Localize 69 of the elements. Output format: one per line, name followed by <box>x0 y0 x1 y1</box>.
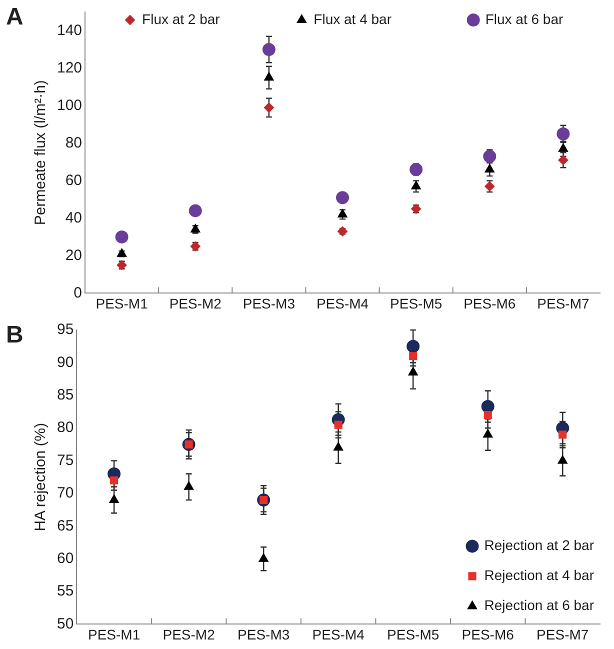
y-tick-label: 90 <box>56 354 74 371</box>
x-tick-label: PES-M5 <box>390 295 442 312</box>
y-tick-label: 100 <box>56 96 82 114</box>
point <box>406 340 420 353</box>
y-tick-label: 60 <box>56 550 74 567</box>
x-tick-label: PES-M4 <box>312 626 365 642</box>
legend-label: Rejection at 6 bar <box>484 597 594 614</box>
y-tick-label: 70 <box>56 484 74 502</box>
x-tick-label: PES-M5 <box>387 626 440 642</box>
y-tick-label: 65 <box>56 517 74 534</box>
y-tick-label: 20 <box>65 246 82 264</box>
point <box>334 420 342 429</box>
text: A <box>6 4 24 31</box>
y-tick-label: 0 <box>74 284 82 302</box>
point <box>410 162 423 176</box>
x-tick-label: PES-M6 <box>464 295 516 312</box>
legend-label: Flux at 2 bar <box>142 10 220 27</box>
y-tick-label: 55 <box>56 582 74 600</box>
y-tick-label: 95 <box>56 321 74 338</box>
point <box>258 553 268 562</box>
x-tick-label: PES-M3 <box>242 295 296 312</box>
legend-label: Flux at 6 bar <box>485 10 564 27</box>
point <box>558 430 567 439</box>
point <box>408 366 418 376</box>
point <box>115 230 128 244</box>
y-tick-label: 140 <box>56 22 82 39</box>
point <box>484 164 494 172</box>
x-tick-label: PES-M6 <box>462 626 514 642</box>
y-tick-label: 80 <box>56 419 74 436</box>
x-tick-label: PES-M2 <box>162 626 216 642</box>
y-tick-label: 75 <box>56 452 74 469</box>
point <box>484 410 492 420</box>
point <box>110 476 118 484</box>
point <box>336 191 350 204</box>
point <box>262 42 276 56</box>
y-tick-label: 80 <box>65 134 82 152</box>
y-tick-label: 40 <box>65 209 82 226</box>
point <box>338 208 348 218</box>
point <box>264 72 274 81</box>
point <box>264 102 274 113</box>
point <box>409 352 418 360</box>
x-tick-label: PES-M7 <box>536 626 589 642</box>
point <box>184 481 194 490</box>
y-tick-label: 85 <box>56 386 74 404</box>
x-tick-label: PES-M3 <box>238 626 290 642</box>
point <box>558 143 568 152</box>
point <box>481 400 494 413</box>
point <box>334 442 344 451</box>
legend-label: Rejection at 2 bar <box>484 537 594 554</box>
point <box>556 127 570 140</box>
x-tick-label: PES-M1 <box>88 626 140 642</box>
x-tick-label: PES-M4 <box>316 295 369 312</box>
x-tick-label: PES-M7 <box>537 295 590 312</box>
x-tick-label: PES-M1 <box>96 295 148 312</box>
y-tick-label: 120 <box>56 59 82 76</box>
y-tick-label: 50 <box>56 615 74 632</box>
x-tick-label: PES-M2 <box>169 295 222 312</box>
point <box>109 494 119 503</box>
y-axis-title: HA rejection (%) <box>32 422 50 532</box>
point <box>188 204 202 218</box>
legend-label: Rejection at 4 bar <box>484 567 594 584</box>
point <box>411 180 421 190</box>
y-tick-label: 60 <box>65 172 82 189</box>
point <box>483 429 493 438</box>
text: B <box>6 322 24 349</box>
point <box>558 155 568 166</box>
legend-label: Flux at 4 bar <box>314 10 392 27</box>
point <box>558 455 568 464</box>
y-axis-title: Permeate flux (l/m²·h) <box>32 80 50 226</box>
